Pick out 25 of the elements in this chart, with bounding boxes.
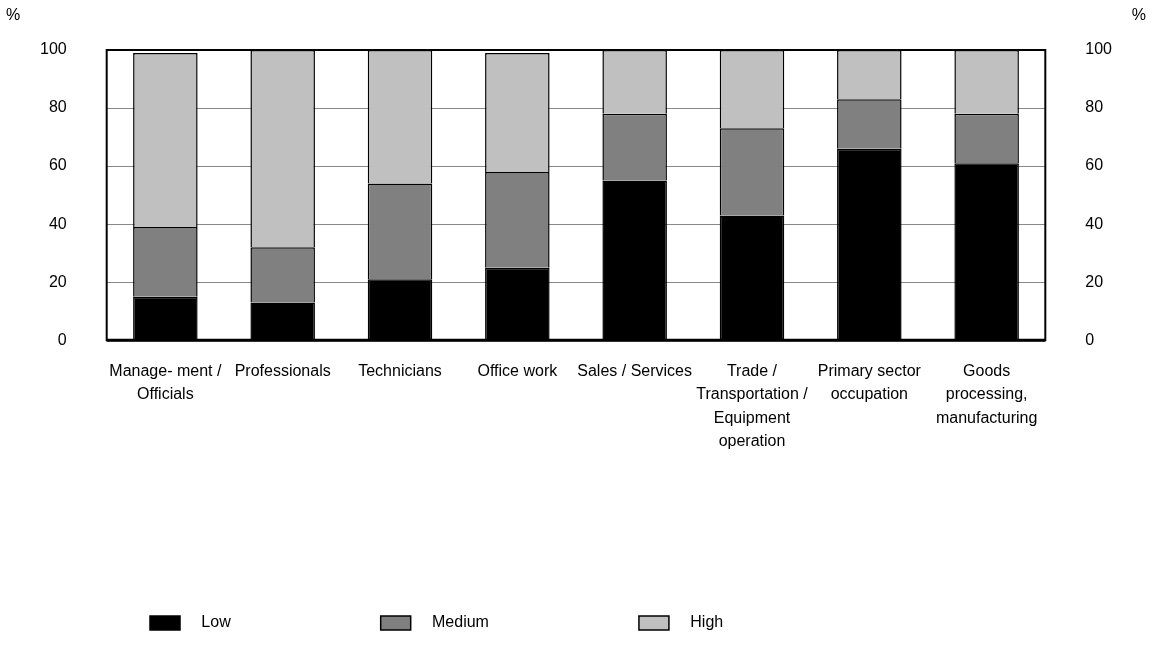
y-tick-label: 100 xyxy=(39,40,67,58)
y2-tick-label: 20 xyxy=(1085,272,1104,290)
x-tick-label: Trade / Transportation / Equipment operation xyxy=(696,362,809,449)
y-tick-label: 60 xyxy=(48,156,67,174)
y2-tick-label: 60 xyxy=(1085,156,1104,174)
legend-label: Low xyxy=(188,613,232,631)
legend-label: Medium xyxy=(418,613,489,631)
y-tick-label: 40 xyxy=(48,214,67,232)
x-tick-label: Professionals xyxy=(234,362,331,380)
y-axis-title: % xyxy=(6,6,21,24)
y2-tick-label: 0 xyxy=(1085,330,1095,348)
y2-axis-title: % xyxy=(1131,6,1146,24)
x-tick-label: Office work xyxy=(477,362,559,380)
y2-tick-label: 40 xyxy=(1085,214,1104,232)
y-tick-label: 80 xyxy=(48,98,67,116)
y2-tick-label: 80 xyxy=(1085,98,1104,116)
x-tick-label: Technicians xyxy=(358,362,442,380)
y-tick-label: 0 xyxy=(57,330,67,348)
x-tick-label: Primary sector occupation xyxy=(817,362,922,403)
x-tick-label: Sales / Services xyxy=(577,362,693,380)
legend-label: High xyxy=(676,613,724,631)
x-tick-label: Goods processing, manufacturing xyxy=(935,362,1038,426)
y2-tick-label: 100 xyxy=(1085,40,1113,58)
y-tick-label: 20 xyxy=(48,272,67,290)
x-tick-label: Manage- ment / Officials xyxy=(109,362,222,403)
